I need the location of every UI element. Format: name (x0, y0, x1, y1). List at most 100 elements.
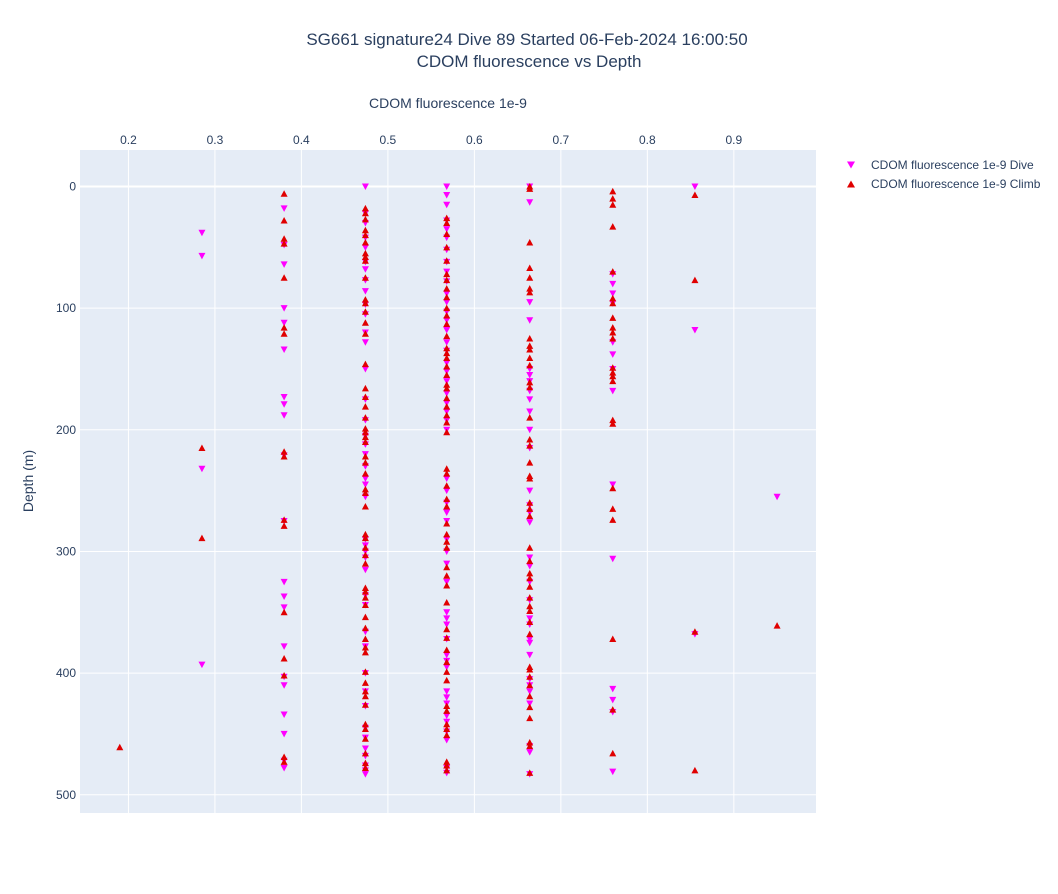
climb-point[interactable] (609, 324, 617, 331)
dive-point[interactable] (443, 621, 451, 628)
climb-point[interactable] (443, 519, 451, 527)
climb-point[interactable] (361, 414, 369, 421)
climb-point[interactable] (361, 308, 369, 315)
dive-point[interactable] (361, 339, 369, 346)
dive-point[interactable] (280, 593, 288, 600)
climb-point[interactable] (526, 769, 534, 776)
climb-point[interactable] (609, 201, 617, 208)
climb-point[interactable] (691, 766, 699, 774)
climb-point[interactable] (609, 749, 617, 757)
climb-point[interactable] (443, 572, 451, 579)
climb-point[interactable] (443, 470, 451, 477)
dive-point[interactable] (443, 475, 451, 482)
climb-point[interactable] (609, 372, 617, 380)
climb-point[interactable] (526, 512, 534, 520)
dive-point[interactable] (280, 346, 288, 354)
dive-point[interactable] (526, 519, 534, 526)
climb-point[interactable] (361, 668, 369, 675)
climb-point[interactable] (280, 753, 288, 761)
climb-point[interactable] (526, 665, 534, 673)
climb-point[interactable] (443, 465, 451, 472)
climb-point[interactable] (773, 622, 781, 629)
climb-point[interactable] (443, 599, 451, 606)
climb-point[interactable] (443, 634, 451, 641)
climb-point[interactable] (526, 738, 534, 746)
climb-point[interactable] (198, 444, 206, 452)
climb-point[interactable] (280, 274, 288, 281)
dive-point[interactable] (361, 475, 369, 482)
dive-point[interactable] (443, 192, 451, 199)
climb-point[interactable] (609, 369, 617, 376)
climb-point[interactable] (526, 742, 534, 750)
climb-point[interactable] (526, 274, 534, 281)
dive-point[interactable] (526, 688, 534, 695)
climb-point[interactable] (609, 223, 617, 230)
climb-point[interactable] (280, 672, 288, 679)
climb-point[interactable] (361, 720, 369, 728)
climb-point[interactable] (361, 764, 369, 771)
dive-point[interactable] (526, 299, 534, 306)
climb-point[interactable] (361, 253, 369, 261)
climb-point[interactable] (443, 668, 451, 675)
climb-point[interactable] (361, 613, 369, 621)
dive-point[interactable] (526, 563, 534, 570)
dive-point[interactable] (526, 372, 534, 379)
climb-point[interactable] (443, 243, 451, 251)
climb-point[interactable] (280, 758, 288, 765)
dive-point[interactable] (280, 305, 288, 312)
climb-point[interactable] (361, 459, 369, 466)
climb-point[interactable] (443, 582, 451, 589)
climb-point[interactable] (609, 335, 617, 342)
climb-point[interactable] (609, 299, 617, 307)
climb-point[interactable] (361, 296, 369, 303)
climb-point[interactable] (526, 692, 534, 700)
climb-point[interactable] (280, 217, 288, 224)
dive-point[interactable] (280, 604, 288, 611)
climb-point[interactable] (609, 314, 617, 321)
climb-point[interactable] (443, 344, 451, 352)
climb-point[interactable] (361, 257, 369, 264)
climb-point[interactable] (443, 658, 451, 666)
climb-point[interactable] (361, 453, 369, 460)
climb-point[interactable] (443, 766, 451, 774)
climb-point[interactable] (526, 569, 534, 577)
climb-point[interactable] (443, 676, 451, 684)
climb-point[interactable] (361, 215, 369, 223)
climb-point[interactable] (280, 190, 288, 197)
climb-point[interactable] (609, 187, 617, 195)
dive-point[interactable] (198, 661, 206, 669)
dive-point[interactable] (443, 339, 451, 346)
climb-point[interactable] (443, 293, 451, 301)
climb-point[interactable] (361, 433, 369, 441)
climb-point[interactable] (443, 725, 451, 733)
dive-point[interactable] (773, 493, 781, 501)
dive-point[interactable] (691, 183, 699, 190)
climb-point[interactable] (361, 470, 369, 477)
climb-point[interactable] (609, 516, 617, 523)
climb-point[interactable] (526, 594, 534, 601)
dive-point[interactable] (280, 764, 288, 772)
climb-point[interactable] (443, 495, 451, 503)
dive-point[interactable] (691, 327, 699, 334)
climb-point[interactable] (609, 420, 617, 427)
climb-point[interactable] (609, 328, 617, 336)
climb-point[interactable] (526, 346, 534, 353)
dive-point[interactable] (609, 768, 617, 776)
climb-point[interactable] (443, 363, 451, 370)
legend[interactable]: CDOM fluorescence 1e-9 Dive CDOM fluores… (847, 158, 1041, 191)
climb-point[interactable] (443, 276, 451, 284)
climb-point[interactable] (609, 416, 617, 424)
climb-point[interactable] (443, 502, 451, 510)
climb-point[interactable] (526, 436, 534, 443)
dive-point[interactable] (526, 636, 534, 643)
climb-point[interactable] (443, 230, 451, 237)
climb-point[interactable] (691, 628, 699, 635)
dive-point[interactable] (198, 252, 206, 260)
climb-point[interactable] (609, 635, 617, 643)
climb-point[interactable] (443, 646, 451, 653)
dive-point[interactable] (443, 664, 451, 671)
climb-point[interactable] (443, 304, 451, 312)
climb-point[interactable] (526, 354, 534, 362)
climb-point[interactable] (443, 530, 451, 538)
climb-point[interactable] (280, 522, 288, 529)
